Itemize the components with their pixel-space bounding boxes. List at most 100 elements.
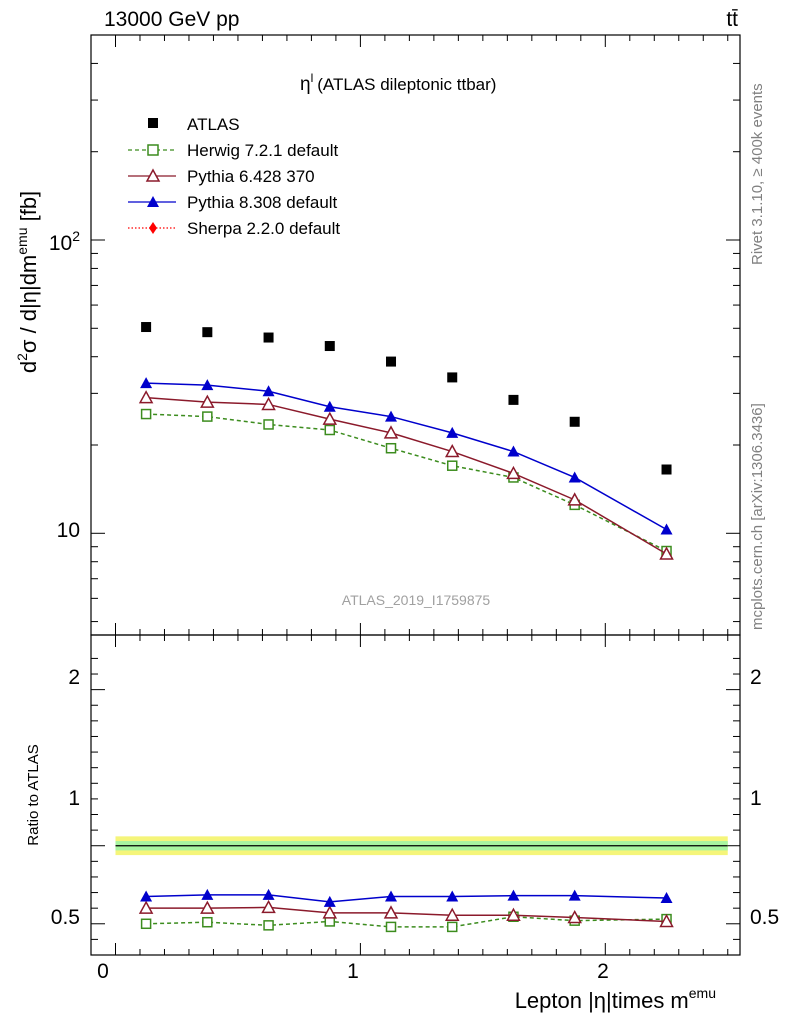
ratio-series-pythia-6-428-370 — [138, 899, 674, 928]
ratio-point-pythia-6-428-370 — [659, 913, 674, 928]
ratio-point-pythia-6-428-370 — [567, 909, 582, 924]
ratio-point-pythia-6-428-370 — [506, 907, 521, 921]
main-point-pythia-8-308-default — [262, 385, 275, 397]
ratio-series-pythia-8-308-default — [140, 888, 673, 907]
ratio-point-pythia-6-428-370 — [322, 905, 338, 919]
main-point-herwig-7-2-1-default — [202, 411, 213, 422]
ratio-line-pythia-6-428-370 — [146, 906, 667, 923]
main-point-pythia-8-308-default — [323, 400, 336, 412]
main-point-atlas — [202, 327, 213, 338]
ratio-point-pythia-8-308-default — [323, 895, 336, 907]
ratio-point-pythia-6-428-370 — [200, 900, 215, 914]
ytick-label-10: 10 — [57, 519, 80, 542]
xtick-label-2: 2 — [597, 960, 609, 983]
legend-entry-pythia6: Pythia 6.428 370 — [128, 167, 315, 186]
main-series-herwig-7-2-1-default — [140, 408, 672, 557]
main-point-herwig-7-2-1-default — [140, 408, 152, 420]
main-point-herwig-7-2-1-default — [446, 460, 458, 471]
ratio-ytick-label-right-0: 0.5 — [750, 906, 779, 929]
main-point-pythia-6-428-370 — [567, 492, 582, 506]
main-point-pythia-8-308-default — [446, 426, 459, 438]
legend-label-atlas: ATLAS — [187, 115, 240, 134]
main-series-pythia-8-308-default — [140, 377, 673, 535]
ratio-point-herwig-7-2-1-default — [385, 921, 397, 933]
ratio-point-pythia-6-428-370 — [444, 907, 460, 921]
legend-entry-sherpa: Sherpa 2.2.0 default — [128, 219, 340, 238]
ratio-line-pythia-8-308-default — [146, 894, 667, 903]
ratio-series-herwig-7-2-1-default — [140, 911, 672, 933]
legend-marker-pythia8 — [147, 196, 159, 207]
ratio-ytick-label-right-1: 1 — [750, 787, 762, 810]
main-point-atlas — [324, 341, 335, 352]
ratio-plot-frame — [90, 634, 741, 956]
main-point-atlas — [661, 464, 672, 475]
beam-label: 13000 GeV pp — [104, 8, 239, 31]
main-point-pythia-8-308-default — [660, 523, 673, 535]
main-point-herwig-7-2-1-default — [263, 419, 274, 430]
legend-marker-atlas — [148, 118, 158, 128]
legend-label-pythia8: Pythia 8.308 default — [187, 193, 338, 212]
main-line-herwig-7-2-1-default — [146, 413, 667, 552]
ratio-ytick-label-right-2: 2 — [750, 666, 762, 689]
ratio-y-axis-label: Ratio to ATLAS — [25, 744, 42, 845]
ratio-point-pythia-8-308-default — [201, 888, 214, 900]
main-point-atlas — [569, 416, 580, 427]
ratio-point-pythia-6-428-370 — [138, 900, 154, 914]
main-series-layer — [138, 322, 674, 560]
ratio-point-pythia-8-308-default — [140, 890, 153, 902]
main-point-pythia-6-428-370 — [444, 443, 460, 458]
legend-label-herwig: Herwig 7.2.1 default — [187, 141, 338, 160]
ratio-uncertainty-band — [115, 836, 728, 856]
main-point-pythia-6-428-370 — [200, 394, 215, 408]
main-point-pythia-8-308-default — [140, 377, 153, 389]
main-point-atlas — [447, 372, 458, 383]
ytick-label-100: 102 — [49, 228, 80, 255]
ratio-point-pythia-8-308-default — [385, 890, 398, 902]
legend-entry-pythia8: Pythia 8.308 default — [128, 193, 338, 212]
main-point-pythia-8-308-default — [568, 471, 581, 483]
legend-entry-herwig: Herwig 7.2.1 default — [128, 141, 338, 160]
analysis-watermark: ATLAS_2019_I1759875 — [342, 592, 491, 608]
ratio-point-pythia-6-428-370 — [261, 899, 276, 914]
ratio-ytick-label-left-1: 1 — [68, 787, 80, 810]
mcplots-label: mcplots.cern.ch [arXiv:1306.3436] — [749, 403, 766, 630]
legend-label-sherpa: Sherpa 2.2.0 default — [187, 219, 340, 238]
main-axis-ticks — [90, 34, 740, 635]
main-series-atlas — [141, 322, 672, 475]
legend-marker-sherpa — [149, 222, 157, 234]
ratio-point-pythia-8-308-default — [507, 889, 520, 901]
main-point-pythia-8-308-default — [507, 445, 520, 457]
ratio-point-pythia-6-428-370 — [383, 905, 399, 919]
main-point-herwig-7-2-1-default — [385, 442, 397, 454]
main-point-atlas — [263, 332, 274, 343]
ratio-point-herwig-7-2-1-default — [202, 916, 213, 928]
legend-marker-pythia6 — [145, 168, 161, 182]
legend: ATLAS Herwig 7.2.1 default Pythia 6.428 … — [128, 115, 340, 238]
legend-marker-herwig — [147, 144, 159, 156]
ratio-point-herwig-7-2-1-default — [140, 918, 152, 930]
ratio-axis-ticks — [90, 635, 740, 955]
main-point-atlas — [508, 394, 519, 405]
rivet-label: Rivet 3.1.10, ≥ 400k events — [749, 83, 766, 265]
ratio-series-layer — [138, 888, 674, 933]
main-point-pythia-6-428-370 — [322, 411, 338, 425]
main-point-pythia-6-428-370 — [659, 546, 674, 560]
ratio-point-pythia-8-308-default — [660, 892, 673, 904]
xtick-label-1: 1 — [347, 960, 359, 983]
main-point-pythia-6-428-370 — [506, 465, 521, 480]
ratio-ytick-label-left-0: 0.5 — [51, 906, 80, 929]
main-point-pythia-8-308-default — [385, 410, 398, 422]
legend-entry-atlas: ATLAS — [148, 115, 240, 134]
ratio-point-herwig-7-2-1-default — [263, 920, 274, 931]
main-point-pythia-6-428-370 — [261, 396, 276, 411]
ratio-point-pythia-8-308-default — [568, 889, 581, 901]
main-y-axis-label: d2σ / d|η|dmemu [fb] — [14, 191, 41, 373]
process-label: tt̄ — [726, 8, 738, 31]
ratio-point-herwig-7-2-1-default — [446, 921, 458, 933]
plot-title: ηl (ATLAS dileptonic ttbar) — [300, 71, 496, 95]
ratio-point-pythia-8-308-default — [262, 888, 275, 900]
ratio-point-pythia-8-308-default — [446, 890, 459, 902]
x-axis-label: Lepton |η|times memu — [515, 985, 716, 1013]
main-point-atlas — [141, 322, 152, 333]
main-point-pythia-6-428-370 — [138, 390, 154, 404]
